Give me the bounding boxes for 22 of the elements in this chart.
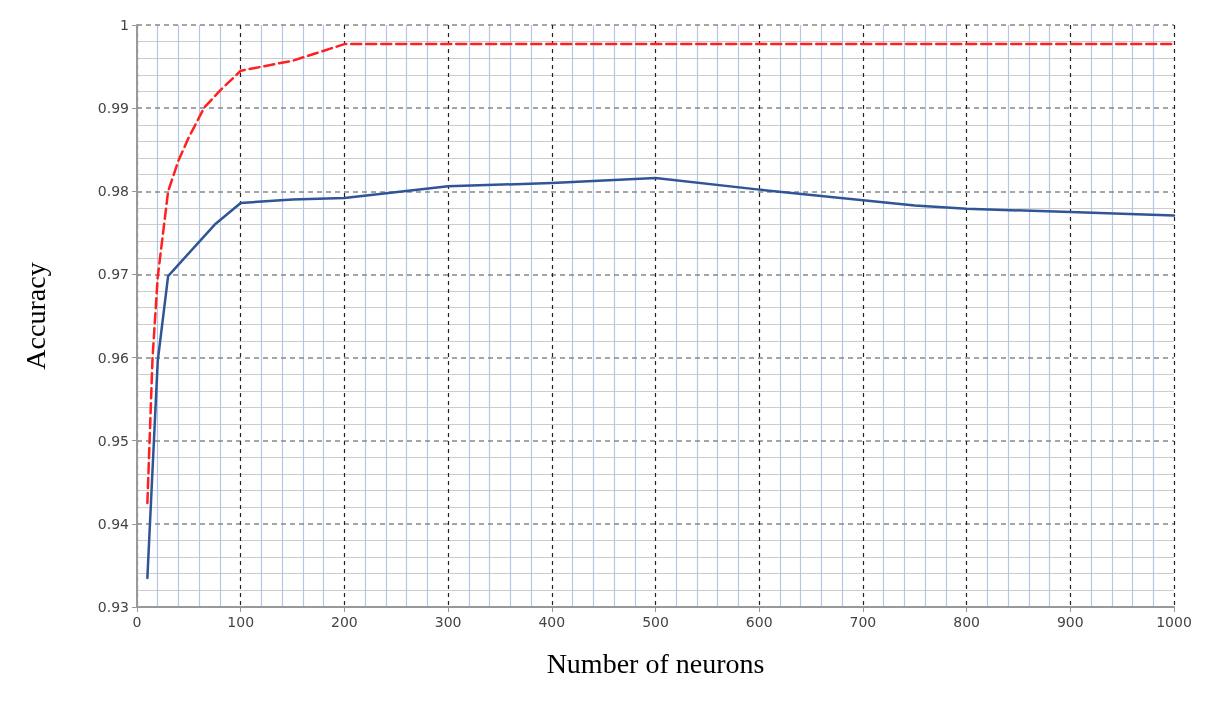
x-tick-label: 200 (331, 614, 358, 630)
y-tick-label: 0.99 (97, 100, 129, 117)
line-series (146, 176, 1176, 580)
x-tick-label: 1000 (1156, 614, 1192, 630)
x-axis-title: Number of neurons (546, 647, 765, 679)
x-tick-label: 100 (227, 614, 255, 630)
x-tick-label: 0 (132, 614, 142, 630)
y-tick-label: 0.97 (97, 266, 129, 283)
x-tick-label: 400 (538, 614, 566, 630)
x-tick-label: 600 (745, 614, 773, 630)
y-tick-label: 0.95 (97, 432, 129, 449)
x-tick-label: 300 (434, 614, 462, 630)
y-axis-title: Accuracy (19, 262, 51, 370)
y-tick-label: 0.93 (97, 599, 129, 615)
y-tick-label: 0.96 (97, 349, 130, 366)
y-tick-label: 0.98 (97, 183, 129, 200)
x-tick-label: 900 (1056, 614, 1084, 630)
y-tick-label: 0.94 (97, 515, 130, 532)
x-tick-label: 500 (642, 614, 669, 630)
y-tick-label: 1 (120, 17, 129, 33)
x-tick-label: 700 (849, 614, 877, 630)
x-tick-label: 800 (953, 614, 980, 630)
